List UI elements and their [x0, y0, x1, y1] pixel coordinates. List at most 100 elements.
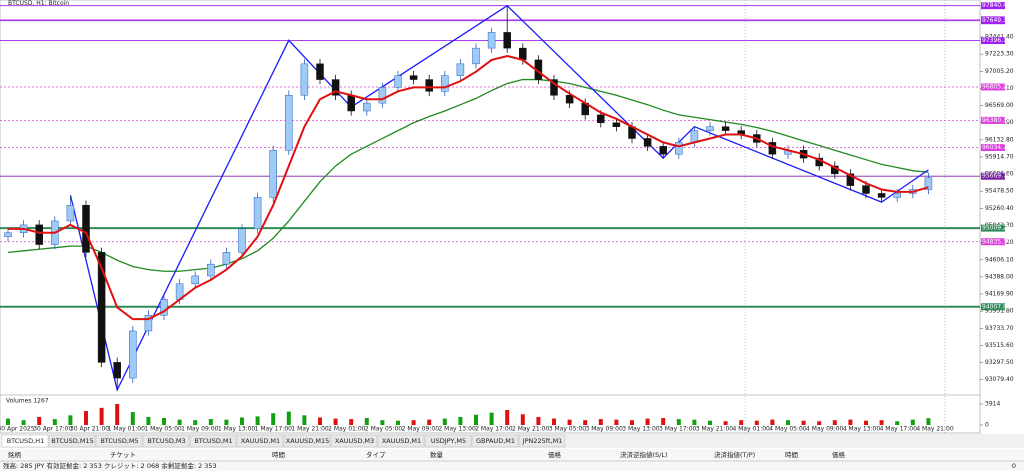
chart-tab-label[interactable]: BTCUSD,M15	[51, 437, 93, 445]
candle-body	[550, 79, 558, 96]
volume-bar	[598, 419, 603, 425]
chart-tab-label[interactable]: BTCUSD,M3	[147, 437, 185, 445]
y-tick-label: 97441.40	[985, 34, 1014, 41]
chart-tab-label[interactable]: XAUUSD,M1	[241, 437, 280, 445]
candle-body	[66, 204, 75, 222]
account-status: 残高: 285 JPY 有効証拠金: 2 353 クレジット: 2 068 余剰…	[3, 461, 217, 470]
chart-tab-label[interactable]: USDJPY,M5	[431, 437, 466, 445]
chart-tab[interactable]	[283, 434, 331, 448]
chart-tab[interactable]	[95, 434, 143, 448]
terminal-panel	[0, 449, 1024, 471]
terminal-column-header[interactable]: 銘柄	[8, 450, 22, 459]
volume-tick-label: 3914	[985, 401, 1000, 408]
candle-body	[378, 87, 387, 104]
terminal-column-header[interactable]: 価格	[832, 450, 846, 459]
chart-tab-label[interactable]: BTCUSD,H1	[7, 437, 45, 445]
y-tick-label: 94388.00	[985, 273, 1014, 280]
y-tick-label: 95478.50	[985, 188, 1014, 195]
volume-bar	[427, 419, 432, 425]
x-tick-label: 4 May 05:00	[769, 426, 807, 433]
x-tick-label: 4 May 13:00	[843, 426, 881, 433]
candle-body	[612, 122, 621, 127]
chart-tab[interactable]	[330, 434, 378, 448]
volume-bar	[349, 419, 354, 425]
y-tick-label: 94606.10	[985, 256, 1014, 263]
y-tick-label: 94169.90	[985, 291, 1014, 298]
volume-bar	[552, 418, 556, 425]
ma-fast-line	[8, 54, 929, 321]
chart-tab-label[interactable]: XAUUSD,M3	[335, 437, 374, 445]
chart-tab[interactable]	[48, 434, 96, 448]
chart-tab-label[interactable]: GBPAUD,M1	[476, 437, 515, 445]
volume-bar	[817, 421, 822, 425]
candle-body	[394, 75, 402, 88]
volume-bar	[442, 418, 447, 425]
volume-bar	[6, 418, 10, 425]
x-tick-label: 1 May 21:00	[291, 426, 329, 433]
terminal-column-header[interactable]: チケット	[110, 451, 136, 459]
candle-body	[285, 95, 293, 151]
volume-bar	[271, 413, 276, 425]
terminal-column-header[interactable]: 決済指値(T/P)	[714, 450, 755, 459]
chart-tab[interactable]	[142, 434, 190, 448]
level-label-box	[981, 172, 1005, 180]
terminal-column-header[interactable]: タイプ	[366, 450, 386, 459]
candle-body	[113, 362, 121, 379]
volume-bar	[520, 414, 525, 425]
profit-total: 0	[1012, 462, 1016, 470]
candle-body	[300, 63, 309, 96]
x-tick-label: 2 May 01:00	[328, 426, 366, 433]
terminal-column-header[interactable]: 時間	[785, 451, 798, 459]
chart-tab-label[interactable]: XAUUSD,M1	[382, 437, 421, 445]
y-tick-label: 93515.60	[985, 342, 1014, 349]
chart-tab-label[interactable]: JPN225ft,M1	[522, 437, 563, 445]
terminal-column-header[interactable]: 数量	[430, 450, 444, 459]
candle-body	[862, 185, 870, 194]
level-label: 97649.31	[982, 17, 1011, 24]
volume-bar	[115, 404, 120, 425]
x-tick-label: 3 May 05:00	[549, 426, 587, 433]
chart-tab[interactable]	[471, 434, 519, 448]
terminal-column-header[interactable]: 時間	[272, 451, 285, 459]
volume-bar	[739, 420, 744, 425]
volume-bar	[910, 419, 915, 425]
volume-bar	[661, 418, 666, 425]
y-tick-label: 96569.00	[985, 102, 1014, 109]
level-label: 96380.32	[982, 117, 1011, 124]
chart-tab[interactable]	[1, 434, 49, 448]
x-tick-label: 1 May 01:00	[108, 426, 146, 433]
level-label-box	[981, 303, 1005, 311]
volume-bar	[692, 419, 697, 425]
chart-tab[interactable]	[518, 434, 566, 448]
y-tick-label: 97005.20	[985, 68, 1014, 75]
level-label-box	[981, 224, 1005, 232]
level-label: 96034.73	[982, 144, 1011, 151]
chart-tab-label[interactable]: XAUUSD,M15	[286, 437, 330, 445]
level-label: 96805.27	[982, 83, 1011, 90]
volume-bar	[676, 419, 681, 425]
level-label: 97840.40	[982, 2, 1011, 9]
x-tick-label: 4 May 17:00	[880, 426, 918, 433]
terminal-column-header[interactable]: 決済逆指値(S/L)	[620, 450, 668, 459]
chart-tab[interactable]	[377, 434, 425, 448]
volume-bar	[37, 416, 42, 425]
chart-tab[interactable]	[424, 434, 472, 448]
chart-tab[interactable]	[189, 434, 237, 448]
chart-frame	[0, 0, 981, 434]
y-tick-label: 93297.50	[985, 359, 1014, 366]
level-label: 95009.26	[982, 225, 1011, 232]
volume-bar	[926, 418, 931, 425]
chart-tab-label[interactable]: BTCUSD,M5	[100, 437, 138, 445]
x-tick-label: 4 May 21:00	[916, 426, 954, 433]
terminal-column-header[interactable]: 価格	[548, 450, 562, 459]
chart-tab-label[interactable]: BTCUSD,M1	[194, 437, 232, 445]
volume-bar	[583, 420, 588, 425]
level-label-box	[981, 37, 1005, 45]
candle-body	[4, 232, 12, 237]
candle-body	[690, 130, 699, 143]
volume-bar	[832, 420, 837, 425]
x-tick-label: 3 May 21:00	[696, 426, 734, 433]
candle-body	[519, 47, 527, 61]
volume-bar	[708, 420, 712, 425]
chart-tab[interactable]	[236, 434, 284, 448]
